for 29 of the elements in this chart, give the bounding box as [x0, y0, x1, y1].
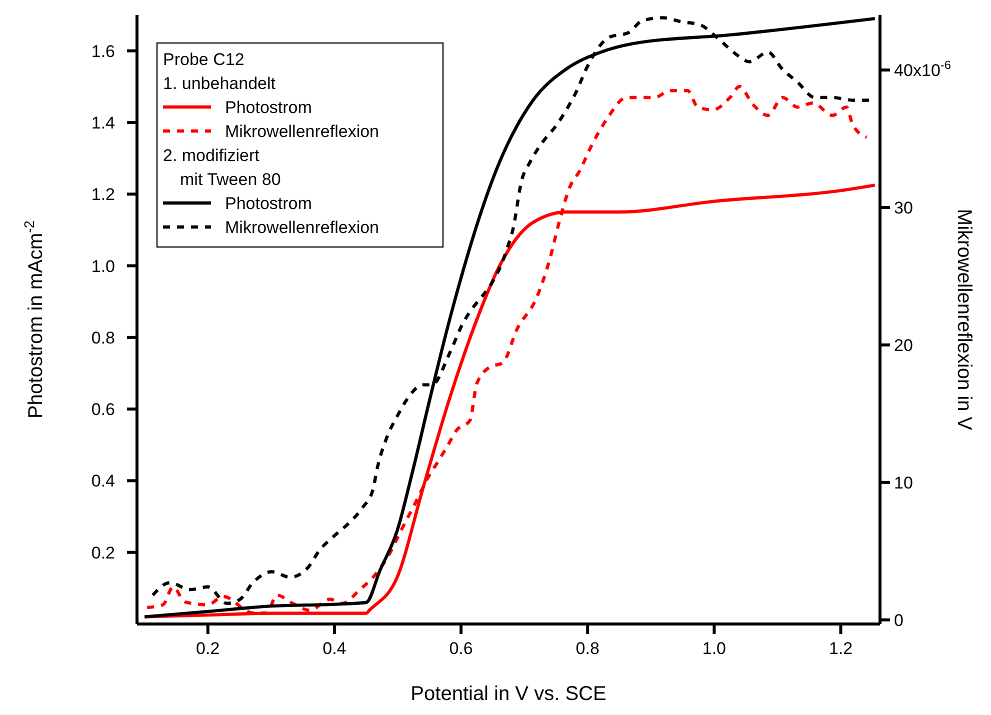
y-tick-label: 0.4: [91, 472, 115, 491]
y-tick-label: 0.2: [91, 543, 115, 562]
x-tick-label: 0.2: [196, 639, 220, 658]
x-tick-label: 0.8: [576, 639, 600, 658]
x-tick-label: 0.4: [322, 639, 346, 658]
annotation: 2. modifiziert mit Tween 80: [163, 146, 281, 189]
y-tick-label: 1.0: [91, 256, 115, 276]
y2-tick-label: 40: [894, 60, 913, 80]
legend-label: Mikrowellenreflexion: [225, 218, 380, 237]
x-tick-label: 0.6: [449, 639, 473, 658]
x-axis-title: Potential in V vs. SCE: [410, 683, 606, 705]
x-tick-label: 1.2: [828, 639, 853, 658]
text: x10$^{-6}$: [913, 58, 952, 80]
legend-label: Photostrom: [225, 194, 312, 213]
y-tick-label: 1.4: [91, 113, 115, 132]
annotation: 1. unbehandelt: [163, 74, 276, 93]
y2-tick-label: 30: [894, 198, 913, 218]
y-tick-label: 0.8: [91, 328, 115, 348]
y-tick-label: 1.6: [91, 42, 115, 61]
y-tick-label: 0.6: [91, 400, 115, 420]
y2-tick-label: 0: [894, 610, 904, 630]
y2-tick-label: 10: [894, 473, 913, 492]
y2-tick-label: 20: [894, 336, 913, 355]
x-tick-label: 1.0: [702, 639, 726, 658]
y2-axis-title: Mikrowellenreflexion in V: [953, 208, 975, 431]
y-tick-label: 1.2: [91, 185, 115, 204]
legend-label: Photostrom: [225, 98, 312, 117]
legend-label: Mikrowellenreflexion: [225, 122, 380, 141]
legend-title: Probe C12: [163, 50, 244, 69]
